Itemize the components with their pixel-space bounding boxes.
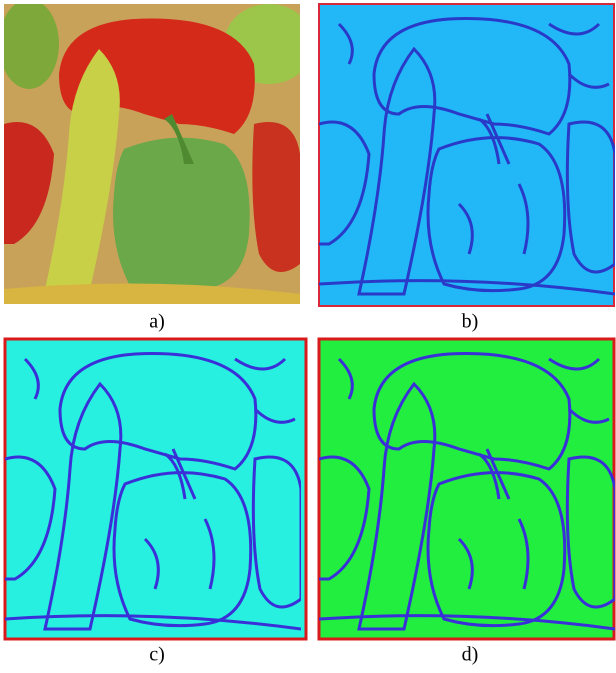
side-pepper	[252, 122, 300, 272]
small-pepper	[0, 0, 59, 89]
panel-a-image	[0, 0, 314, 306]
image-frame	[319, 4, 614, 306]
image-frame	[5, 339, 306, 639]
panel-caption: d)	[462, 644, 479, 666]
panel-caption: a)	[149, 311, 165, 333]
panel-d-image	[319, 339, 615, 639]
image-frame	[319, 339, 614, 639]
green-pepper	[113, 138, 250, 291]
panel-caption: b)	[462, 311, 479, 333]
figure: a) b) c) d)	[0, 0, 616, 673]
page: a) b) c) d) (() => { const data = JSON.p…	[0, 0, 616, 673]
panel-c-image	[5, 339, 306, 639]
image-content	[0, 0, 314, 306]
panel-b-image	[319, 4, 615, 306]
panel-caption: c)	[149, 644, 165, 666]
